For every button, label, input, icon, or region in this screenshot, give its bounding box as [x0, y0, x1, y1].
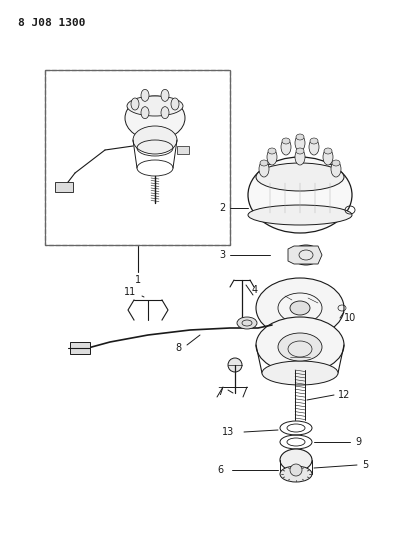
Text: 12: 12 [338, 390, 350, 400]
Text: 6: 6 [217, 465, 223, 475]
Bar [55, 182, 73, 192]
Ellipse shape [295, 149, 305, 165]
Ellipse shape [133, 126, 177, 154]
Ellipse shape [248, 205, 352, 225]
Ellipse shape [310, 138, 318, 144]
Text: 2: 2 [219, 203, 225, 213]
Text: 1: 1 [135, 275, 141, 285]
Text: 5: 5 [362, 460, 368, 470]
Ellipse shape [141, 107, 149, 119]
Ellipse shape [237, 317, 257, 329]
Ellipse shape [282, 138, 290, 144]
Ellipse shape [323, 149, 333, 165]
Ellipse shape [281, 139, 291, 155]
Ellipse shape [171, 98, 179, 110]
Text: 8 J08 1300: 8 J08 1300 [18, 18, 86, 28]
Ellipse shape [256, 317, 344, 373]
Ellipse shape [262, 361, 338, 385]
Bar [177, 146, 189, 154]
Polygon shape [288, 246, 322, 264]
Ellipse shape [280, 466, 312, 482]
Ellipse shape [331, 161, 341, 177]
Text: 11: 11 [124, 287, 136, 297]
Ellipse shape [295, 135, 305, 151]
Text: 7: 7 [217, 387, 223, 397]
Ellipse shape [309, 139, 319, 155]
Bar [45, 70, 230, 245]
Ellipse shape [296, 134, 304, 140]
Bar [70, 342, 90, 354]
Ellipse shape [125, 96, 185, 140]
Text: 8: 8 [175, 343, 181, 353]
Bar [45, 70, 230, 245]
Ellipse shape [161, 90, 169, 101]
Ellipse shape [324, 148, 332, 154]
Text: 9: 9 [355, 437, 361, 447]
Ellipse shape [141, 90, 149, 101]
Ellipse shape [256, 163, 344, 191]
Text: 10: 10 [344, 313, 356, 323]
Text: 4: 4 [252, 285, 258, 295]
Text: 3: 3 [219, 250, 225, 260]
Ellipse shape [278, 333, 322, 361]
Ellipse shape [259, 161, 269, 177]
Ellipse shape [127, 96, 183, 116]
Circle shape [290, 464, 302, 476]
Ellipse shape [280, 449, 312, 471]
Ellipse shape [256, 278, 344, 338]
Ellipse shape [268, 148, 276, 154]
Ellipse shape [267, 149, 277, 165]
Ellipse shape [248, 157, 352, 233]
Ellipse shape [131, 98, 139, 110]
Ellipse shape [292, 245, 320, 265]
Ellipse shape [332, 160, 340, 166]
Ellipse shape [290, 301, 310, 315]
Ellipse shape [161, 107, 169, 119]
Ellipse shape [260, 160, 268, 166]
Ellipse shape [296, 148, 304, 154]
Circle shape [228, 358, 242, 372]
Text: 13: 13 [222, 427, 234, 437]
